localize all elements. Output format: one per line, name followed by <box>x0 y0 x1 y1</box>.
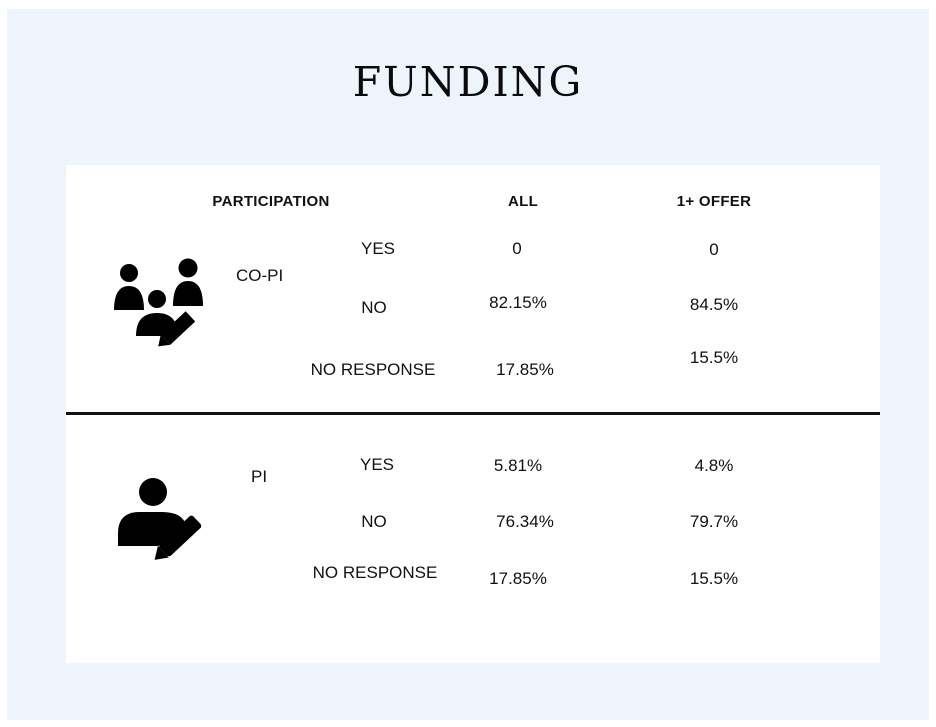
person-editing-icon <box>118 478 202 560</box>
header-all: ALL <box>507 193 539 210</box>
cell-offer: 4.8% <box>694 456 734 475</box>
cell-offer: 15.5% <box>689 569 739 588</box>
cell-all: 17.85% <box>496 360 554 379</box>
header-participation: PARTICIPATION <box>212 193 330 210</box>
cell-offer: 84.5% <box>689 295 739 314</box>
cell-all: 0 <box>512 239 522 258</box>
response-label: NO RESPONSE <box>312 563 438 582</box>
response-label: NO RESPONSE <box>310 360 436 379</box>
cell-all: 76.34% <box>496 512 554 531</box>
group-label-pi: PI <box>251 467 268 486</box>
header-offer: 1+ OFFER <box>676 193 752 210</box>
group-editing-icon <box>114 258 203 347</box>
response-label: NO <box>361 512 387 531</box>
cell-offer: 0 <box>709 240 719 259</box>
cell-all: 5.81% <box>493 456 543 475</box>
cell-offer: 15.5% <box>689 348 739 367</box>
response-label: YES <box>359 455 395 474</box>
page-title: FUNDING <box>352 58 584 106</box>
group-label-co-pi: CO-PI <box>236 266 284 285</box>
cell-all: 82.15% <box>489 293 547 312</box>
response-label: YES <box>360 239 396 258</box>
cell-offer: 79.7% <box>689 512 739 531</box>
cell-all: 17.85% <box>489 569 547 588</box>
response-label: NO <box>361 298 387 317</box>
group-divider <box>66 412 880 415</box>
